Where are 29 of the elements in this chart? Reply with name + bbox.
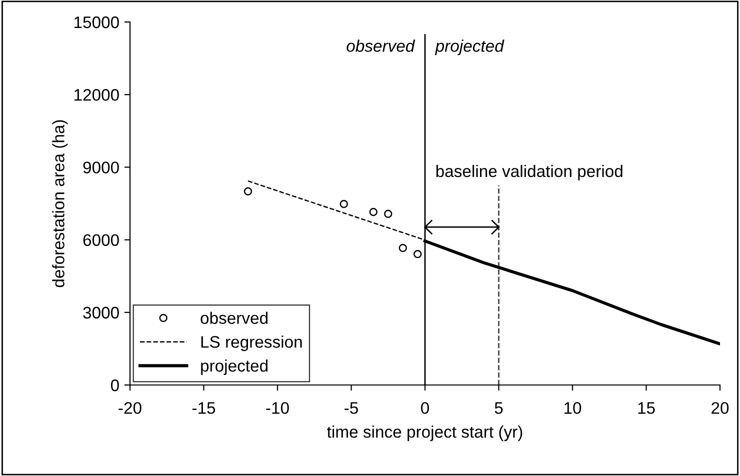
x-tick-label: 15 bbox=[638, 402, 655, 414]
point bbox=[369, 208, 378, 216]
annotation: observed bbox=[346, 40, 416, 52]
x-tick-label: -20 bbox=[118, 402, 142, 414]
legend-label: LS regression bbox=[201, 336, 302, 352]
legend-label: observed bbox=[200, 312, 268, 324]
x-tick-label: 20 bbox=[712, 402, 729, 414]
y-tick-label: 6000 bbox=[83, 234, 119, 246]
point bbox=[398, 244, 407, 252]
point bbox=[340, 200, 348, 208]
annotation: projected bbox=[434, 40, 504, 56]
x-tick-label: 10 bbox=[564, 402, 582, 414]
point bbox=[414, 250, 422, 258]
y-axis-title: deforestation area (ha) bbox=[52, 120, 68, 288]
y-tick-label: 9000 bbox=[83, 162, 119, 174]
y-tick-label: 0 bbox=[110, 379, 119, 392]
annotation: baseline validation period bbox=[436, 164, 622, 180]
x-axis-title: time since project start (yr) bbox=[327, 426, 522, 442]
x-tick-label: -15 bbox=[192, 402, 216, 414]
x-tick-label: 0 bbox=[421, 402, 429, 414]
x-tick-label: -10 bbox=[266, 402, 289, 414]
y-tick-label: 3000 bbox=[83, 306, 119, 319]
point bbox=[384, 210, 392, 218]
x-tick-label: 5 bbox=[494, 402, 503, 414]
x-tick-label: -5 bbox=[344, 402, 358, 414]
legend-label: projected bbox=[201, 359, 268, 375]
point bbox=[244, 187, 252, 196]
y-tick-label: 15000 bbox=[74, 16, 119, 28]
y-tick-label: 12000 bbox=[74, 89, 119, 101]
